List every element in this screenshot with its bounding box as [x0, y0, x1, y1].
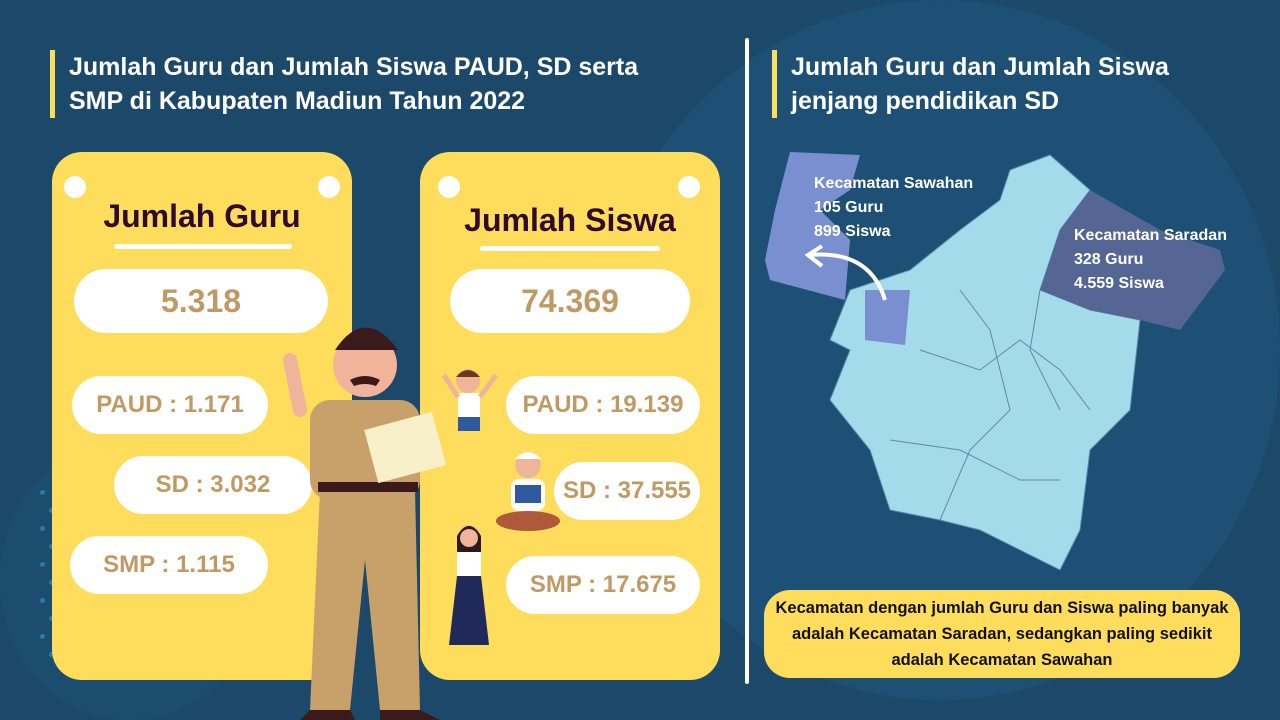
card-hole — [438, 176, 460, 198]
summary-note-text: Kecamatan dengan jumlah Guru dan Siswa p… — [775, 599, 1229, 669]
left-title-line: Jumlah Guru dan Jumlah Siswa PAUD, SD se… — [69, 53, 639, 81]
card-hole — [64, 176, 86, 198]
saradan-siswa: 4.559 Siswa — [1074, 275, 1164, 292]
summary-note: Kecamatan dengan jumlah Guru dan Siswa p… — [764, 590, 1240, 678]
sawahan-siswa: 899 Siswa — [814, 223, 891, 240]
decorative-dot — [49, 652, 54, 657]
student-girl-illustration — [449, 525, 489, 645]
saradan-label: Kecamatan Saradan 328 Guru 4.559 Siswa — [1074, 224, 1227, 296]
decorative-dot — [49, 580, 54, 585]
sawahan-guru: 105 Guru — [814, 199, 884, 216]
sawahan-name: Kecamatan Sawahan — [814, 175, 974, 192]
saradan-name: Kecamatan Saradan — [1074, 227, 1227, 244]
guru-total: 5.318 — [74, 269, 328, 333]
right-title-line: Jumlah Guru dan Jumlah Siswa — [791, 53, 1169, 81]
decorative-dot — [40, 490, 45, 495]
sawahan-label: Kecamatan Sawahan 105 Guru 899 Siswa — [814, 172, 973, 244]
decorative-dot — [49, 616, 54, 621]
heading-underline — [480, 246, 660, 251]
guru-paud: PAUD : 1.171 — [72, 376, 268, 434]
card-hole — [678, 176, 700, 198]
left-title-line: SMP di Kabupaten Madiun Tahun 2022 — [69, 87, 526, 115]
left-title: Jumlah Guru dan Jumlah Siswa PAUD, SD se… — [50, 50, 638, 118]
decorative-dot — [40, 598, 45, 603]
right-title-line: jenjang pendidikan SD — [791, 87, 1060, 115]
siswa-heading: Jumlah Siswa — [464, 202, 676, 238]
saradan-guru: 328 Guru — [1074, 251, 1144, 268]
guru-heading: Jumlah Guru — [103, 198, 301, 234]
madiun-map — [765, 152, 1225, 570]
siswa-total: 74.369 — [450, 269, 690, 333]
map-saradan-region — [1040, 190, 1225, 330]
siswa-smp: SMP : 17.675 — [506, 556, 700, 614]
decorative-dot — [40, 562, 45, 567]
teacher-illustration — [283, 327, 447, 720]
heading-underline — [114, 244, 292, 249]
map-sawahan-region — [765, 152, 910, 345]
decorative-dot — [40, 526, 45, 531]
map-base-region — [829, 154, 1141, 570]
right-title: Jumlah Guru dan Jumlah Siswa jenjang pen… — [772, 50, 1169, 118]
decorative-dot — [49, 544, 54, 549]
student-reading-illustration — [496, 452, 560, 531]
card-hole — [318, 176, 340, 198]
siswa-sd: SD : 37.555 — [554, 462, 700, 520]
decorative-dot — [40, 634, 45, 639]
decorative-dot — [49, 508, 54, 513]
guru-sd: SD : 3.032 — [114, 456, 312, 514]
student-boy-illustration — [441, 369, 499, 431]
siswa-paud: PAUD : 19.139 — [506, 376, 700, 434]
divider — [745, 38, 749, 684]
guru-smp: SMP : 1.115 — [70, 536, 268, 594]
